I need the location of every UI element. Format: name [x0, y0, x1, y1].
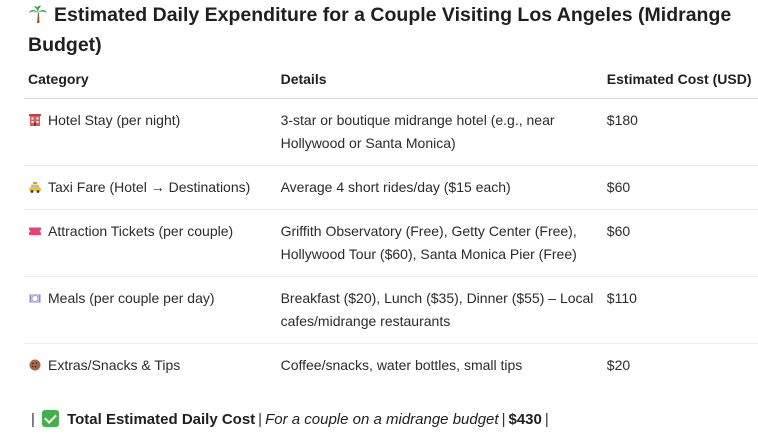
- ticket-icon: [29, 227, 41, 235]
- page-title: Estimated Daily Expenditure for a Couple…: [28, 0, 752, 60]
- table-row: Taxi Fare (Hotel → Destinations) Average…: [24, 165, 758, 210]
- category-label: Extras/Snacks & Tips: [48, 357, 181, 373]
- pipe-separator: |: [544, 411, 549, 428]
- taxi-icon: [29, 182, 41, 193]
- header-category: Category: [24, 62, 277, 99]
- details-cell: Coffee/snacks, water bottles, small tips: [280, 357, 523, 373]
- cookie-icon: [29, 359, 41, 371]
- details-cell: Breakfast ($20), Lunch ($35), Dinner ($5…: [276, 276, 603, 344]
- table-row: Attraction Tickets (per couple) Griffith…: [24, 209, 758, 277]
- category-label: Hotel Stay (per night): [48, 112, 181, 128]
- total-note: For a couple on a midrange budget: [265, 411, 499, 428]
- meal-plate-icon: [29, 294, 41, 303]
- header-details: Details: [276, 62, 603, 99]
- category-label: Taxi Fare (Hotel → Destinations): [48, 179, 251, 195]
- cost-cell: $180: [602, 98, 758, 166]
- palm-tree-icon: [29, 5, 47, 23]
- total-amount: $430: [508, 411, 542, 428]
- expenditure-table: Category Details Estimated Cost (USD) Ho…: [24, 62, 758, 387]
- pipe-separator: |: [501, 411, 506, 428]
- category-cell: Meals (per couple per day): [24, 276, 277, 344]
- pipe-separator: |: [258, 411, 263, 428]
- table-row: Extras/Snacks & Tips Coffee/snacks, wate…: [24, 344, 758, 388]
- cost-cell: $20: [606, 357, 631, 373]
- total-summary: | Total Estimated Daily Cost | For a coupl…: [28, 408, 552, 432]
- category-label: Meals (per couple per day): [48, 290, 215, 306]
- table-header-row: Category Details Estimated Cost (USD): [24, 62, 758, 99]
- total-label: Total Estimated Daily Cost: [67, 411, 256, 428]
- cost-cell: $60: [602, 209, 758, 277]
- table-row: Meals (per couple per day) Breakfast ($2…: [24, 276, 758, 344]
- details-cell: Griffith Observatory (Free), Getty Cente…: [276, 209, 603, 277]
- header-cost: Estimated Cost (USD): [602, 62, 758, 99]
- category-label: Attraction Tickets (per couple): [48, 223, 234, 239]
- hotel-icon: [29, 114, 41, 126]
- pipe-separator: |: [31, 411, 35, 428]
- page-title-text: Estimated Daily Expenditure for a Couple…: [28, 4, 732, 56]
- category-cell: Taxi Fare (Hotel → Destinations): [24, 165, 277, 210]
- details-cell: Average 4 short rides/day ($15 each): [276, 165, 603, 210]
- category-cell: Attraction Tickets (per couple): [24, 209, 277, 277]
- cost-cell: $110: [602, 276, 758, 344]
- check-mark-icon: [41, 410, 59, 427]
- category-cell: Hotel Stay (per night): [24, 98, 277, 166]
- category-cell: Extras/Snacks & Tips: [24, 344, 277, 388]
- table-row: Hotel Stay (per night) 3-star or boutiqu…: [24, 98, 758, 166]
- cost-cell: $60: [602, 165, 758, 210]
- details-cell: 3-star or boutique midrange hotel (e.g.,…: [276, 98, 603, 166]
